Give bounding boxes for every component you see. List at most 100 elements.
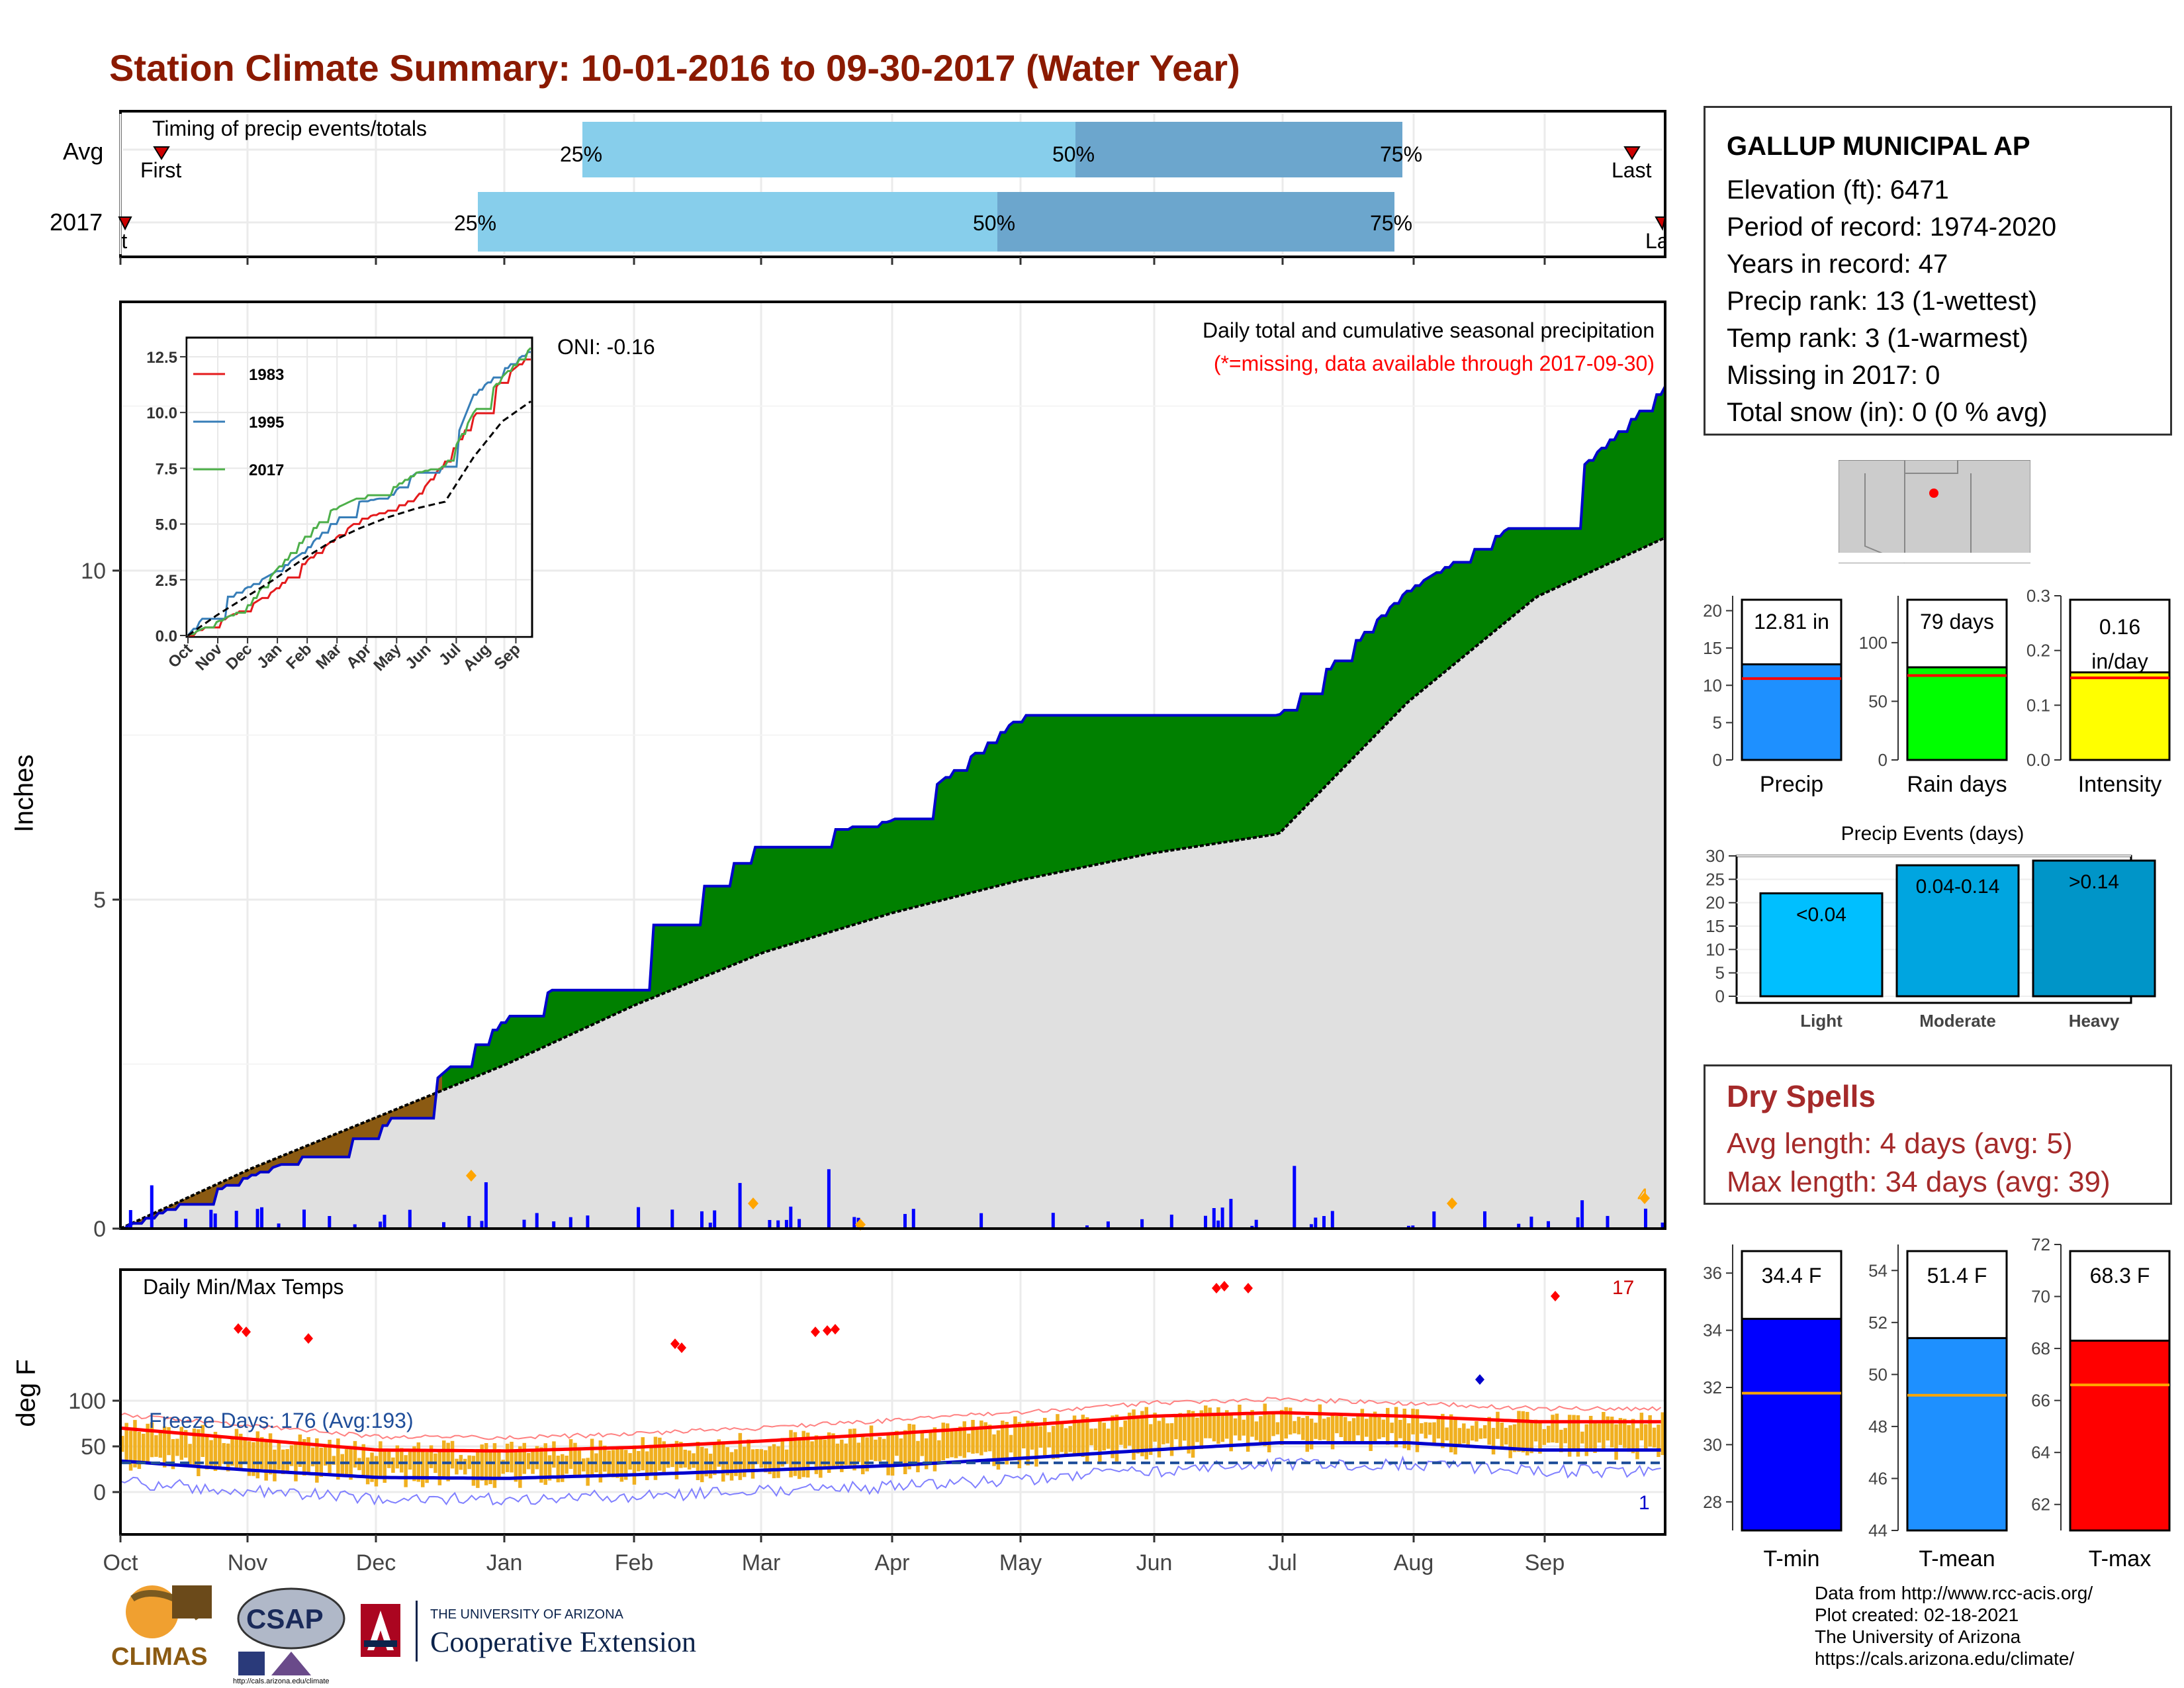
daily-temp-bar (1420, 1423, 1424, 1434)
daily-temp-bar (1056, 1414, 1060, 1459)
daily-temp-bar (450, 1440, 455, 1469)
daily-temp-bar (1521, 1411, 1525, 1453)
daily-temp-bar (1119, 1427, 1123, 1445)
daily-precip-bar (708, 1223, 712, 1229)
daily-temp-bar (1606, 1416, 1610, 1441)
daily-temp-bar (747, 1439, 751, 1470)
daily-temp-bar (260, 1436, 264, 1470)
daily-temp-bar (674, 1440, 679, 1479)
summary-bar-name: Rain days (1907, 772, 2007, 797)
daily-temp-bar (179, 1427, 183, 1460)
daily-temp-bar (1191, 1411, 1195, 1458)
daily-temp-bar (1195, 1417, 1199, 1442)
summary-tick-label: 20 (1703, 601, 1722, 621)
daily-temp-bar (1225, 1410, 1229, 1439)
daily-temp-bar (188, 1444, 192, 1468)
daily-temp-bar (1466, 1429, 1470, 1448)
daily-temp-bar (1512, 1424, 1517, 1452)
daily-temp-bar (234, 1429, 239, 1471)
locator-map (1839, 460, 2030, 563)
daily-temp-bar (1551, 1415, 1555, 1443)
summary-tick-label: 0.2 (2026, 641, 2050, 661)
daily-precip-bar (353, 1224, 357, 1229)
low-count: 1 (1639, 1492, 1650, 1514)
credit-data-source: Data from http://www.rcc-acis.org/ (1815, 1583, 2093, 1603)
daily-temp-bar (1508, 1425, 1512, 1458)
summary-bar (1741, 663, 1843, 761)
avg-min-line (120, 1441, 1661, 1480)
daily-temp-bar (510, 1442, 514, 1473)
daily-precip-bar (1330, 1211, 1334, 1229)
station-period: Period of record: 1974-2020 (1727, 212, 2057, 242)
daily-temp-bar (387, 1449, 391, 1468)
temp-summary-bars: 28 30 32 34 36 34.4 F T-min 44 46 48 50 52 54 51.4 F T… (1703, 1235, 2171, 1571)
daily-temp-bar (514, 1449, 518, 1482)
daily-temp-bar (780, 1438, 784, 1467)
daily-temp-bar (1212, 1415, 1216, 1442)
daily-temp-bar (861, 1436, 865, 1475)
corner-label: 4 (1637, 1185, 1649, 1207)
daily-precip-bar (1204, 1215, 1207, 1229)
record-high-marker (304, 1333, 313, 1344)
daily-temp-bar (1538, 1420, 1542, 1454)
daily-temp-bar (488, 1452, 492, 1484)
daily-temp-bar (975, 1429, 979, 1454)
daily-temp-bar (1242, 1419, 1246, 1436)
daily-temp-bar (124, 1423, 128, 1461)
daily-temp-bar (1178, 1413, 1183, 1450)
daily-precip-bar (768, 1220, 772, 1229)
daily-temp-bar (1077, 1421, 1081, 1454)
daily-temp-bar (1415, 1409, 1420, 1452)
temp-panel: 0 50 100 Oct Nov Dec Jan Feb Mar Apr May Jun Jul Aug… (68, 1268, 1666, 1575)
daily-temp-bar (306, 1437, 310, 1475)
temp-summary-name: T-mean (1919, 1546, 1995, 1571)
daily-temp-bar (463, 1458, 467, 1475)
daily-temp-bar (1064, 1428, 1068, 1455)
daily-temp-bar (1424, 1422, 1428, 1438)
daily-precip-bar (586, 1215, 590, 1229)
daily-temp-bar (1614, 1424, 1618, 1460)
daily-temp-bar (1326, 1417, 1330, 1441)
daily-temp-bar (162, 1427, 167, 1468)
daily-temp-bar (294, 1443, 298, 1481)
daily-temp-bar (805, 1432, 810, 1478)
daily-temp-bar (1529, 1420, 1533, 1454)
daily-temp-bar (835, 1443, 840, 1466)
daily-temp-bar (1017, 1422, 1022, 1468)
daily-temp-bar (1144, 1407, 1148, 1460)
daily-temp-bar (1259, 1416, 1263, 1444)
daily-temp-bar (1001, 1421, 1005, 1459)
daily-temp-bar (1369, 1415, 1373, 1451)
daily-temp-bar (505, 1443, 510, 1472)
y2017-p25-label: 25% (454, 211, 496, 235)
daily-temp-bar (1284, 1407, 1288, 1439)
daily-precip-bar (480, 1221, 484, 1229)
daily-temp-bar (1402, 1409, 1406, 1448)
daily-temp-bar (336, 1438, 340, 1480)
daily-precip-bar (789, 1206, 793, 1229)
daily-temp-bar (547, 1455, 552, 1481)
station-precip-rank: Precip rank: 13 (1-wettest) (1727, 287, 2038, 316)
daily-temp-bar (1343, 1417, 1347, 1442)
daily-temp-bar (1238, 1405, 1242, 1441)
daily-temp-bar (391, 1457, 395, 1473)
y2017-first-marker (118, 216, 132, 231)
record-high-marker (811, 1327, 820, 1337)
daily-temp-bar (1584, 1424, 1588, 1456)
daily-temp-bar (1127, 1413, 1132, 1446)
daily-temp-bar (1559, 1429, 1563, 1452)
daily-temp-bar (801, 1430, 805, 1477)
daily-precip-bar (1309, 1224, 1313, 1229)
temp-summary-bar (1741, 1317, 1843, 1532)
precip-ytick-label: 0 (93, 1217, 106, 1242)
daily-temp-bar (1360, 1409, 1365, 1443)
daily-temp-bar (738, 1432, 743, 1480)
daily-temp-bar (827, 1432, 831, 1473)
daily-temp-bar (213, 1432, 218, 1472)
daily-precip-bar (1432, 1211, 1436, 1229)
summary-tick-label: 100 (1859, 633, 1888, 653)
daily-temp-bar (1572, 1415, 1576, 1450)
daily-temp-bar (1233, 1418, 1238, 1436)
credit-url: https://cals.arizona.edu/climate/ (1815, 1648, 2075, 1669)
csap-logo: CSAP http://cals.arizona.edu/climate (233, 1587, 345, 1685)
